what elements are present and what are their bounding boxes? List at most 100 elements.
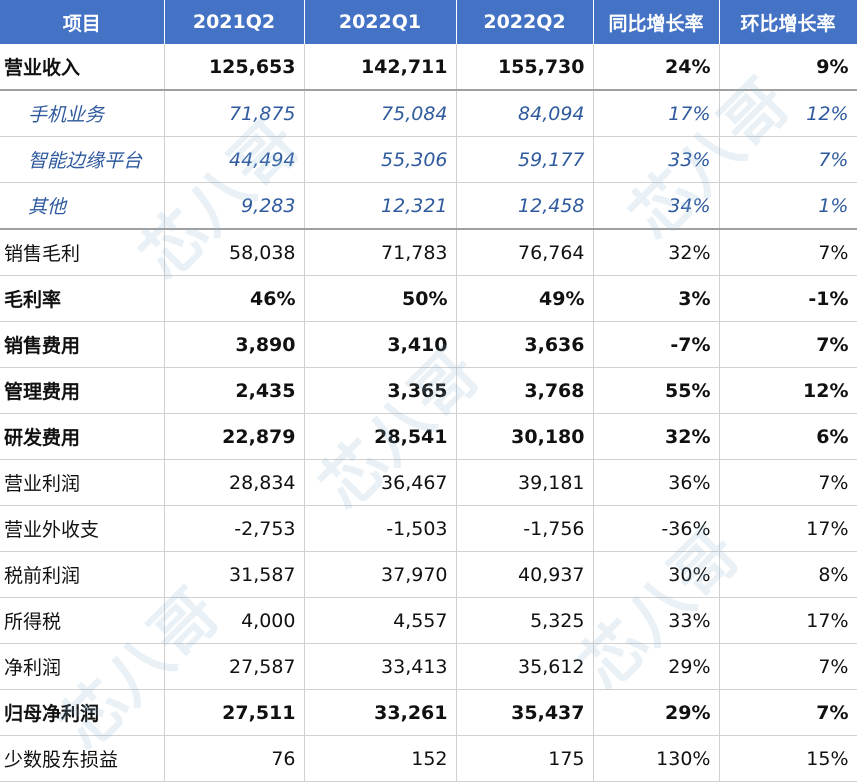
table-cell: 31,587 (164, 551, 305, 598)
table-cell: 76 (164, 735, 305, 782)
table-cell: 7% (719, 321, 857, 368)
table-cell: 28,541 (304, 413, 457, 460)
table-cell: 40,937 (456, 551, 594, 598)
header-2022q1: 2022Q1 (304, 0, 457, 44)
table-cell: 27,511 (164, 689, 305, 736)
table-cell: 7% (719, 689, 857, 736)
table-cell: 175 (456, 735, 594, 782)
table-row: 少数股东损益 76 152 175 130% 15% (0, 735, 857, 782)
table-cell: 142,711 (304, 44, 457, 91)
table-cell: 22,879 (164, 413, 305, 460)
table-cell: 71,875 (164, 90, 305, 137)
table-cell: 3,410 (304, 321, 457, 368)
row-label: 销售毛利 (0, 229, 165, 276)
table-cell: 1% (719, 182, 857, 230)
table-cell: 59,177 (456, 136, 594, 183)
row-label: 其他 (0, 182, 165, 230)
table-cell: 3,636 (456, 321, 594, 368)
table-cell: 15% (719, 735, 857, 782)
table-cell: 35,437 (456, 689, 594, 736)
table-cell: 17% (719, 505, 857, 552)
table-cell: 71,783 (304, 229, 457, 276)
table-row: 销售毛利 58,038 71,783 76,764 32% 7% (0, 229, 857, 276)
table-cell: 12% (719, 90, 857, 137)
row-label: 手机业务 (0, 90, 165, 137)
table-cell: 7% (719, 643, 857, 690)
table-cell: 50% (304, 275, 457, 322)
table-cell: 32% (593, 229, 720, 276)
table-cell: 36% (593, 459, 720, 506)
table-cell: 17% (593, 90, 720, 137)
table-body: 营业收入 125,653 142,711 155,730 24% 9% 手机业务 71,875… (0, 44, 857, 782)
table-header-row: 项目 2021Q2 2022Q1 2022Q2 同比增长率 环比增长率 (0, 0, 857, 44)
table-cell: 32% (593, 413, 720, 460)
row-label: 毛利率 (0, 275, 165, 322)
table-row: 智能边缘平台 44,494 55,306 59,177 33% 7% (0, 136, 857, 183)
table-cell: 29% (593, 643, 720, 690)
header-yoy: 同比增长率 (593, 0, 720, 44)
table-cell: 9% (719, 44, 857, 91)
table-cell: 7% (719, 459, 857, 506)
row-label: 研发费用 (0, 413, 165, 460)
table-row: 营业利润 28,834 36,467 39,181 36% 7% (0, 459, 857, 506)
table-row: 营业收入 125,653 142,711 155,730 24% 9% (0, 44, 857, 91)
table-cell: 12,321 (304, 182, 457, 230)
table-cell: 27,587 (164, 643, 305, 690)
table-row: 管理费用 2,435 3,365 3,768 55% 12% (0, 367, 857, 414)
table-cell: -1,503 (304, 505, 457, 552)
table-cell: 44,494 (164, 136, 305, 183)
table-cell: -7% (593, 321, 720, 368)
table-row: 归母净利润 27,511 33,261 35,437 29% 7% (0, 689, 857, 736)
table-row: 所得税 4,000 4,557 5,325 33% 17% (0, 597, 857, 644)
table-cell: 3,768 (456, 367, 594, 414)
table-cell: 8% (719, 551, 857, 598)
table-cell: 84,094 (456, 90, 594, 137)
table-cell: 4,000 (164, 597, 305, 644)
table-cell: 2,435 (164, 367, 305, 414)
table-row: 销售费用 3,890 3,410 3,636 -7% 7% (0, 321, 857, 368)
row-label: 管理费用 (0, 367, 165, 414)
table-cell: 35,612 (456, 643, 594, 690)
header-2022q2: 2022Q2 (456, 0, 594, 44)
table-cell: -36% (593, 505, 720, 552)
row-label: 智能边缘平台 (0, 136, 165, 183)
table-cell: 75,084 (304, 90, 457, 137)
table-cell: 29% (593, 689, 720, 736)
table-row: 税前利润 31,587 37,970 40,937 30% 8% (0, 551, 857, 598)
table-cell: 17% (719, 597, 857, 644)
table-cell: 12% (719, 367, 857, 414)
row-label: 税前利润 (0, 551, 165, 598)
table-cell: 33,261 (304, 689, 457, 736)
table-cell: 34% (593, 182, 720, 230)
table-cell: 130% (593, 735, 720, 782)
table-cell: 49% (456, 275, 594, 322)
table-cell: 30,180 (456, 413, 594, 460)
table-cell: 9,283 (164, 182, 305, 230)
table-cell: 7% (719, 136, 857, 183)
table-cell: 155,730 (456, 44, 594, 91)
table-row: 手机业务 71,875 75,084 84,094 17% 12% (0, 90, 857, 137)
table-cell: 5,325 (456, 597, 594, 644)
row-label: 营业收入 (0, 44, 165, 91)
table-cell: 30% (593, 551, 720, 598)
table-cell: 125,653 (164, 44, 305, 91)
table-cell: 37,970 (304, 551, 457, 598)
header-2021q2: 2021Q2 (164, 0, 305, 44)
table-cell: -2,753 (164, 505, 305, 552)
table-row: 其他 9,283 12,321 12,458 34% 1% (0, 182, 857, 230)
table-cell: 76,764 (456, 229, 594, 276)
table-cell: 12,458 (456, 182, 594, 230)
table-cell: 3,365 (304, 367, 457, 414)
table-row: 营业外收支 -2,753 -1,503 -1,756 -36% 17% (0, 505, 857, 552)
table-cell: 33,413 (304, 643, 457, 690)
table-cell: 4,557 (304, 597, 457, 644)
table-cell: 55,306 (304, 136, 457, 183)
header-item: 项目 (0, 0, 165, 44)
row-label: 销售费用 (0, 321, 165, 368)
row-label: 营业外收支 (0, 505, 165, 552)
table-cell: 46% (164, 275, 305, 322)
table-cell: 28,834 (164, 459, 305, 506)
table-cell: 55% (593, 367, 720, 414)
row-label: 营业利润 (0, 459, 165, 506)
table-cell: 33% (593, 597, 720, 644)
